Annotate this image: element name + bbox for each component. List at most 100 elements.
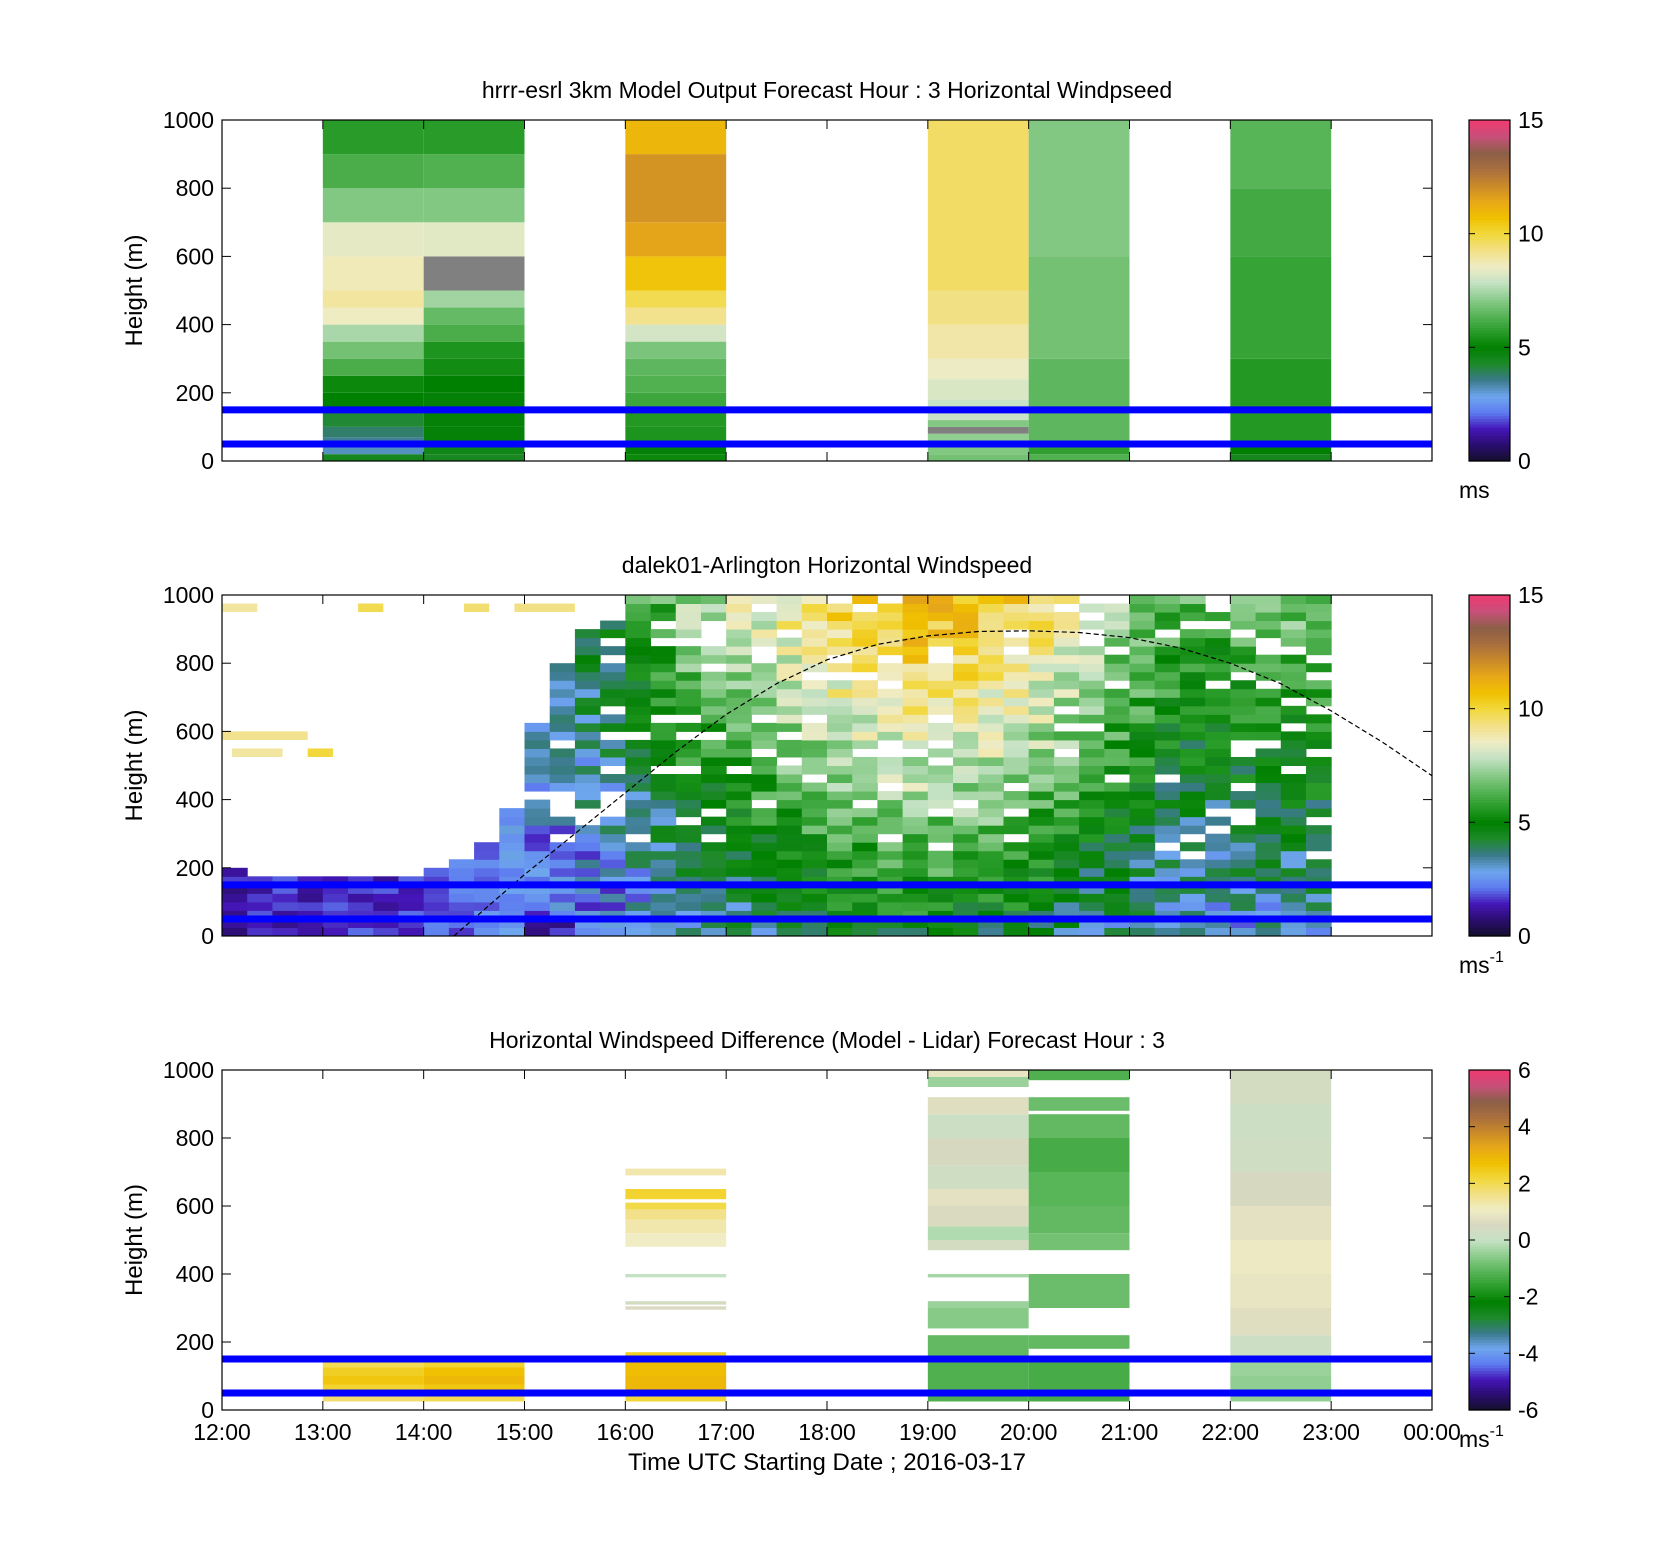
heatmap-cell (827, 927, 853, 936)
heatmap-cell (1154, 893, 1181, 903)
colorbar-swatch (1469, 1350, 1510, 1354)
heatmap-cell (902, 867, 929, 877)
heatmap-cell (524, 901, 551, 911)
colorbar-swatch (1469, 404, 1510, 408)
heatmap-cell (1053, 918, 1080, 928)
heatmap-cell (978, 876, 1004, 886)
heatmap-cell (1230, 850, 1257, 860)
heatmap-cell (1179, 714, 1206, 724)
heatmap-cell (650, 816, 677, 826)
heatmap-cell (524, 927, 551, 936)
colorbar-swatch (1469, 1121, 1510, 1125)
heatmap-cell (902, 620, 929, 630)
colorbar-swatch (1469, 191, 1510, 195)
heatmap-cell (1305, 867, 1332, 877)
colorbar-swatch (1469, 227, 1510, 232)
heatmap-cell (322, 1393, 424, 1402)
heatmap-cell (625, 375, 727, 393)
colorbar-swatch (1469, 1174, 1510, 1179)
heatmap-cell (751, 850, 778, 860)
heatmap-cell (1154, 637, 1181, 647)
heatmap-cell (953, 612, 979, 622)
colorbar-swatch (1469, 1163, 1510, 1167)
heatmap-cell (978, 620, 1004, 630)
heatmap-cell (574, 867, 601, 877)
heatmap-cell (600, 825, 626, 835)
heatmap-cell (827, 748, 853, 758)
heatmap-cell (1154, 654, 1181, 664)
heatmap-cell (927, 697, 954, 707)
colorbar-swatch (1469, 233, 1510, 238)
colorbar-swatch (1469, 1087, 1510, 1091)
heatmap-cell (322, 876, 349, 886)
heatmap-cell (524, 876, 551, 886)
heatmap-cell (902, 850, 929, 860)
heatmap-cell (1003, 876, 1030, 886)
heatmap-cell (1104, 910, 1130, 920)
colorbar-swatch (1469, 1194, 1510, 1199)
heatmap-cell (751, 722, 778, 732)
heatmap-cell (1280, 825, 1307, 835)
heatmap-cell (1028, 833, 1055, 843)
heatmap-cell (423, 876, 450, 886)
heatmap-cell (297, 910, 324, 920)
heatmap-cell (1079, 893, 1105, 903)
heatmap-cell (978, 612, 1004, 622)
heatmap-cell (574, 774, 601, 784)
colorbar-swatch (1469, 1084, 1510, 1088)
heatmap-cell (978, 663, 1004, 673)
heatmap-cell (978, 748, 1004, 758)
heatmap-cell (700, 612, 727, 622)
heatmap-cell (700, 867, 727, 877)
heatmap-cell (827, 850, 853, 860)
colorbar-swatch (1469, 1333, 1510, 1337)
heatmap-cell (625, 1168, 727, 1176)
heatmap-cell (1079, 765, 1105, 775)
heatmap-cell (1154, 680, 1181, 690)
heatmap-cell (927, 1070, 1029, 1077)
heatmap-cell (625, 663, 652, 673)
heatmap-cell (600, 842, 626, 852)
heatmap-cell (1179, 637, 1206, 647)
heatmap-cell (1003, 910, 1030, 920)
colorbar-swatch (1469, 355, 1510, 360)
heatmap-cell (700, 671, 727, 681)
colorbar-swatch (1469, 921, 1510, 926)
colorbar-swatch (1469, 779, 1510, 784)
heatmap-cell (827, 910, 853, 920)
heatmap-cell (222, 901, 248, 911)
heatmap-cell (877, 714, 904, 724)
heatmap-cell (1154, 765, 1181, 775)
heatmap-cell (675, 748, 702, 758)
heatmap-cell (927, 290, 1029, 325)
heatmap-cell (549, 901, 576, 911)
colorbar-swatch (1469, 1387, 1510, 1391)
heatmap-cell (1003, 756, 1030, 766)
colorbar-swatch (1469, 742, 1510, 747)
heatmap-cell (700, 722, 727, 732)
heatmap-cell (1104, 663, 1130, 673)
heatmap-cell (1053, 774, 1080, 784)
heatmap-cell (423, 426, 525, 441)
colorbar-swatch (1469, 1393, 1510, 1397)
colorbar-swatch (1469, 262, 1510, 266)
heatmap-cell (953, 688, 979, 698)
heatmap-cell (625, 256, 727, 291)
heatmap-cell (1028, 867, 1055, 877)
heatmap-cell (852, 901, 878, 911)
heatmap-cell (1305, 842, 1332, 852)
heatmap-cell (1129, 748, 1156, 758)
heatmap-cell (625, 1202, 727, 1210)
heatmap-cell (1129, 799, 1156, 809)
y-axis-label: Height (m) (121, 1184, 148, 1296)
heatmap-cell (1003, 620, 1030, 630)
heatmap-cell (827, 612, 853, 622)
heatmap-cell (1255, 714, 1282, 724)
heatmap-cell (1053, 791, 1080, 801)
heatmap-cell (852, 884, 878, 894)
colorbar-swatch (1469, 330, 1510, 334)
heatmap-cell (877, 629, 904, 639)
colorbar-swatch (1469, 313, 1510, 317)
colorbar-swatch (1469, 1248, 1510, 1252)
